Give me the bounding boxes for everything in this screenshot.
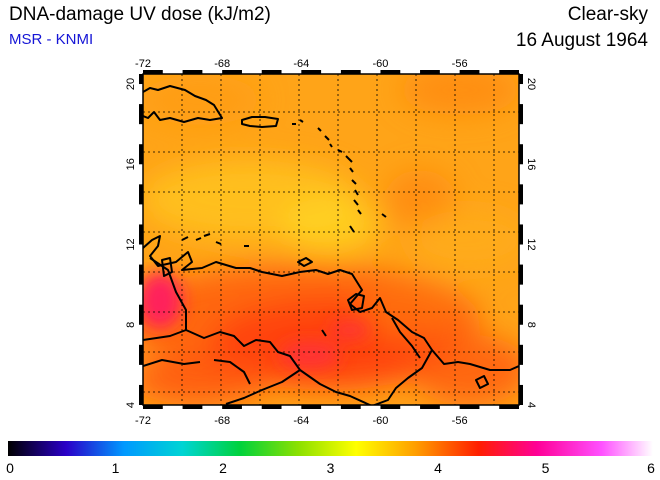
frame-segment xyxy=(519,184,523,205)
map-frame xyxy=(139,70,523,409)
frame-segment xyxy=(499,70,519,74)
lon-tick-top-label: -68 xyxy=(214,58,230,70)
frame-segment xyxy=(519,144,523,165)
frame-segment xyxy=(519,264,523,285)
frame-segment xyxy=(143,70,163,74)
lat-tick-left-label: 12 xyxy=(125,238,137,250)
trinidad-coast xyxy=(347,293,365,311)
frame-segment xyxy=(222,405,242,409)
frame-segment xyxy=(139,184,143,205)
hispaniola-coast xyxy=(143,85,223,123)
coastlines xyxy=(143,85,519,405)
margarita-coast xyxy=(297,257,313,267)
lat-tick-left-label: 4 xyxy=(125,402,137,408)
frame-segment xyxy=(519,384,523,405)
frame-segment xyxy=(499,405,519,409)
puerto-rico-coast xyxy=(241,116,279,128)
lat-tick-left-label: 16 xyxy=(125,158,137,170)
frame-segment xyxy=(139,104,143,125)
axis-ticks: -72 -72 -68 -68 -64 -64 -60 -60 -56 -56 4 4 8 8 12 12 16… xyxy=(125,58,537,427)
frame-segment xyxy=(182,70,203,74)
lat-tick-right-label: 12 xyxy=(525,238,537,250)
graticule xyxy=(143,74,519,405)
frame-segment xyxy=(139,224,143,245)
source-label: MSR - KNMI xyxy=(9,31,94,48)
frame-segment xyxy=(222,70,242,74)
lat-tick-left-label: 8 xyxy=(125,322,137,328)
frame-segment xyxy=(301,405,322,409)
frame-segment xyxy=(519,104,523,125)
lake-maracaibo xyxy=(161,257,173,277)
inland-lakes xyxy=(321,329,489,389)
colorbar xyxy=(8,441,653,456)
lon-tick-top-label: -64 xyxy=(293,58,309,70)
frame-segment xyxy=(139,74,143,85)
colorbar-tick-label: 3 xyxy=(326,460,335,476)
frame-segment xyxy=(380,405,401,409)
frame-segment xyxy=(143,405,163,409)
date-label: 16 August 1964 xyxy=(515,30,648,51)
frame-segment xyxy=(139,144,143,165)
frame-segment xyxy=(139,384,143,405)
lon-tick-bottom-label: -64 xyxy=(293,415,309,427)
abc-islands xyxy=(181,233,249,247)
frame-segment xyxy=(139,304,143,325)
lon-tick-bottom-label: -60 xyxy=(373,415,389,427)
lon-tick-top-label: -56 xyxy=(452,58,468,70)
chart-title: DNA-damage UV dose (kJ/m2) xyxy=(9,4,271,25)
frame-segment xyxy=(459,70,480,74)
frame-segment xyxy=(340,405,361,409)
frame-segment xyxy=(519,304,523,325)
frame-segment xyxy=(420,405,440,409)
frame-segment xyxy=(139,264,143,285)
colorbar-tick-label: 2 xyxy=(219,460,227,476)
frame-segment xyxy=(459,405,480,409)
frame-segment xyxy=(420,70,440,74)
lon-tick-bottom-label: -56 xyxy=(452,415,468,427)
lat-tick-right-label: 8 xyxy=(525,322,537,328)
lon-tick-top-label: -72 xyxy=(135,58,151,70)
lat-tick-right-label: 16 xyxy=(525,158,537,170)
frame-segment xyxy=(139,344,143,365)
lon-tick-top-label: -60 xyxy=(373,58,389,70)
frame-segment xyxy=(261,405,282,409)
lon-tick-bottom-label: -68 xyxy=(214,415,230,427)
frame-segment xyxy=(380,70,401,74)
lat-tick-right-label: 4 xyxy=(525,402,537,408)
colorbar-tick-label: 5 xyxy=(541,460,550,476)
frame-segment xyxy=(340,70,361,74)
frame-segment xyxy=(519,344,523,365)
colorbar-tick-label: 0 xyxy=(6,460,14,476)
frame-segment xyxy=(519,74,523,85)
lon-tick-bottom-label: -72 xyxy=(135,415,151,427)
lat-tick-left-label: 20 xyxy=(125,78,137,90)
borders xyxy=(143,257,433,405)
lat-tick-right-label: 20 xyxy=(525,78,537,90)
frame-segment xyxy=(301,70,322,74)
lesser-antilles xyxy=(292,119,387,233)
colorbar-tick-label: 4 xyxy=(434,460,442,476)
uv-field xyxy=(143,74,519,405)
frame-segment xyxy=(261,70,282,74)
colorbar-tick-label: 6 xyxy=(647,460,655,476)
colorbar-tick-label: 1 xyxy=(111,460,120,476)
frame-segment xyxy=(519,224,523,245)
sky-condition-label: Clear-sky xyxy=(567,4,648,25)
frame-segment xyxy=(182,405,203,409)
